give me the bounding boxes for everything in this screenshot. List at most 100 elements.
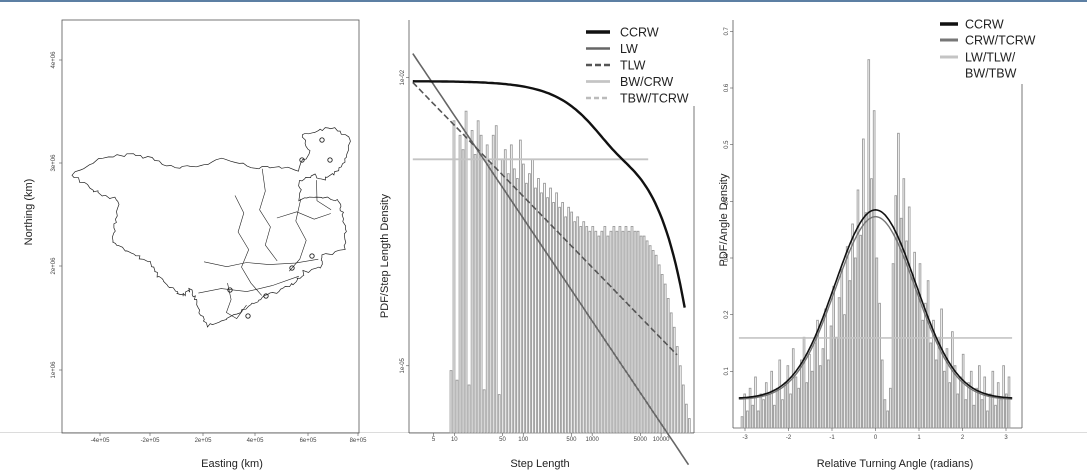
angle-histogram-bar: [751, 404, 755, 429]
step-histogram-bar: [537, 178, 540, 434]
step-histogram-bar: [588, 230, 592, 434]
angle-histogram-bar: [886, 410, 889, 429]
step-histogram-bar: [528, 173, 531, 434]
map-y-axis-label: Northing (km): [23, 179, 35, 246]
step-histogram-bar: [540, 192, 543, 434]
step-histogram-bar: [687, 418, 691, 434]
angle-histogram-bar: [786, 365, 790, 429]
step-histogram-bar: [500, 158, 504, 434]
angle-histogram-bar: [972, 404, 976, 429]
step-histogram-bar: [675, 346, 679, 434]
angle-histogram-bar: [740, 416, 744, 429]
step-x-tick-label: 100: [518, 437, 529, 443]
angle-histogram-bar: [945, 348, 949, 429]
step-histogram-bar: [636, 230, 640, 434]
turning-angle-fit-curves: [738, 208, 1013, 400]
angle-histogram-bar: [897, 132, 900, 429]
step-histogram-bar: [579, 226, 583, 434]
angle-histogram-bar: [948, 382, 951, 429]
track-cluster: [309, 253, 315, 259]
step-histogram-bar: [681, 384, 685, 434]
angle-histogram-bar: [878, 302, 881, 429]
step-length-legend: CCRW LW TLW BW/CRW TBW/TCRW: [586, 26, 689, 106]
angle-histogram-bar: [783, 382, 787, 429]
step-y-axis-label: PDF/Step Length Density: [379, 193, 391, 318]
step-histogram-bar: [549, 187, 552, 434]
track-cluster: [299, 157, 305, 163]
step-histogram-bar: [672, 326, 676, 434]
angle-histogram-bar: [827, 359, 830, 429]
angle-histogram-bar: [1007, 376, 1011, 429]
step-histogram-bar: [642, 235, 646, 434]
step-histogram-bar: [455, 379, 459, 434]
angle-histogram-bar: [754, 376, 757, 429]
angle-x-tick-label: 3: [1004, 435, 1008, 441]
step-histogram-bar: [522, 163, 525, 434]
angle-x-tick-label: -2: [786, 435, 792, 441]
angle-histogram-bar: [791, 348, 795, 429]
angle-histogram-bar: [764, 382, 768, 429]
crw-tcrw-curve: [738, 215, 1013, 400]
angle-legend-label: LW/TLW/: [965, 51, 1016, 65]
angle-y-tick-label: 0.5: [724, 140, 730, 149]
step-histogram-bar: [669, 312, 673, 434]
angle-legend-label: CRW/TCRW: [965, 34, 1036, 48]
angle-histogram-bar: [980, 399, 984, 429]
angle-histogram-bar: [867, 59, 871, 429]
angle-y-ticks: 0.1 0.2 0.3 0.4 0.5 0.6 0.7: [724, 27, 733, 376]
ccrw-curve: [738, 208, 1013, 399]
turning-angle-histogram: [740, 59, 1011, 429]
step-histogram-bar: [503, 149, 507, 434]
angle-histogram-bar: [956, 393, 960, 429]
step-histogram-bar: [497, 394, 501, 434]
step-x-tick-label: 10000: [653, 437, 670, 443]
step-histogram-bar: [684, 403, 688, 434]
step-histogram-bar: [594, 230, 598, 434]
angle-x-tick-label: 2: [961, 435, 965, 441]
step-histogram-bar: [546, 197, 549, 434]
step-histogram-bar: [494, 125, 498, 434]
angle-histogram-bar: [762, 399, 765, 429]
step-legend-label: LW: [620, 42, 638, 56]
angle-histogram-bar: [934, 359, 938, 429]
map-y-tick-label: 4e+06: [51, 51, 57, 69]
step-y-tick-label: 1e-02: [400, 69, 406, 85]
step-x-tick-label: 5: [432, 437, 436, 443]
angle-histogram-bar: [848, 280, 852, 429]
step-histogram-bar: [512, 168, 516, 434]
angle-histogram-bar: [797, 387, 800, 429]
step-x-ticks: 5 10 50 100 500 1000 5000 10000: [432, 433, 670, 443]
step-histogram-bar: [657, 264, 661, 434]
angle-histogram-bar: [824, 308, 827, 429]
step-histogram-bar: [618, 226, 622, 434]
step-histogram-bar: [531, 158, 534, 434]
step-histogram-bar: [509, 144, 513, 434]
angle-histogram-bar: [916, 291, 919, 429]
track-cluster: [319, 137, 325, 143]
track-cluster: [289, 265, 295, 271]
angle-histogram-bar: [999, 399, 1003, 429]
angle-histogram-bar: [961, 353, 965, 429]
angle-histogram-bar: [959, 376, 962, 429]
step-histogram-bar: [506, 173, 510, 434]
angle-histogram-bar: [988, 393, 992, 429]
step-legend-label: TBW/TCRW: [620, 92, 689, 106]
angle-histogram-bar: [910, 274, 914, 429]
angle-y-tick-label: 0.2: [724, 310, 730, 319]
angle-histogram-bar: [775, 387, 779, 429]
angle-histogram-bar: [859, 234, 862, 429]
angle-histogram-bar: [829, 325, 833, 429]
angle-histogram-bar: [767, 393, 771, 429]
step-histogram-bar: [552, 202, 555, 434]
step-histogram-bar: [648, 245, 652, 434]
angle-histogram-bar: [1005, 393, 1008, 429]
step-histogram-bar: [621, 230, 625, 434]
angle-legend-label: CCRW: [965, 18, 1004, 32]
angle-x-tick-label: -3: [742, 435, 748, 441]
angle-y-axis-label: PDF/Angle Density: [718, 173, 730, 266]
angle-histogram-bar: [789, 393, 792, 429]
step-histogram-bar: [651, 250, 655, 434]
track-segment: [203, 258, 319, 268]
step-histogram-bar: [612, 226, 616, 434]
step-histogram-bar: [449, 370, 453, 434]
